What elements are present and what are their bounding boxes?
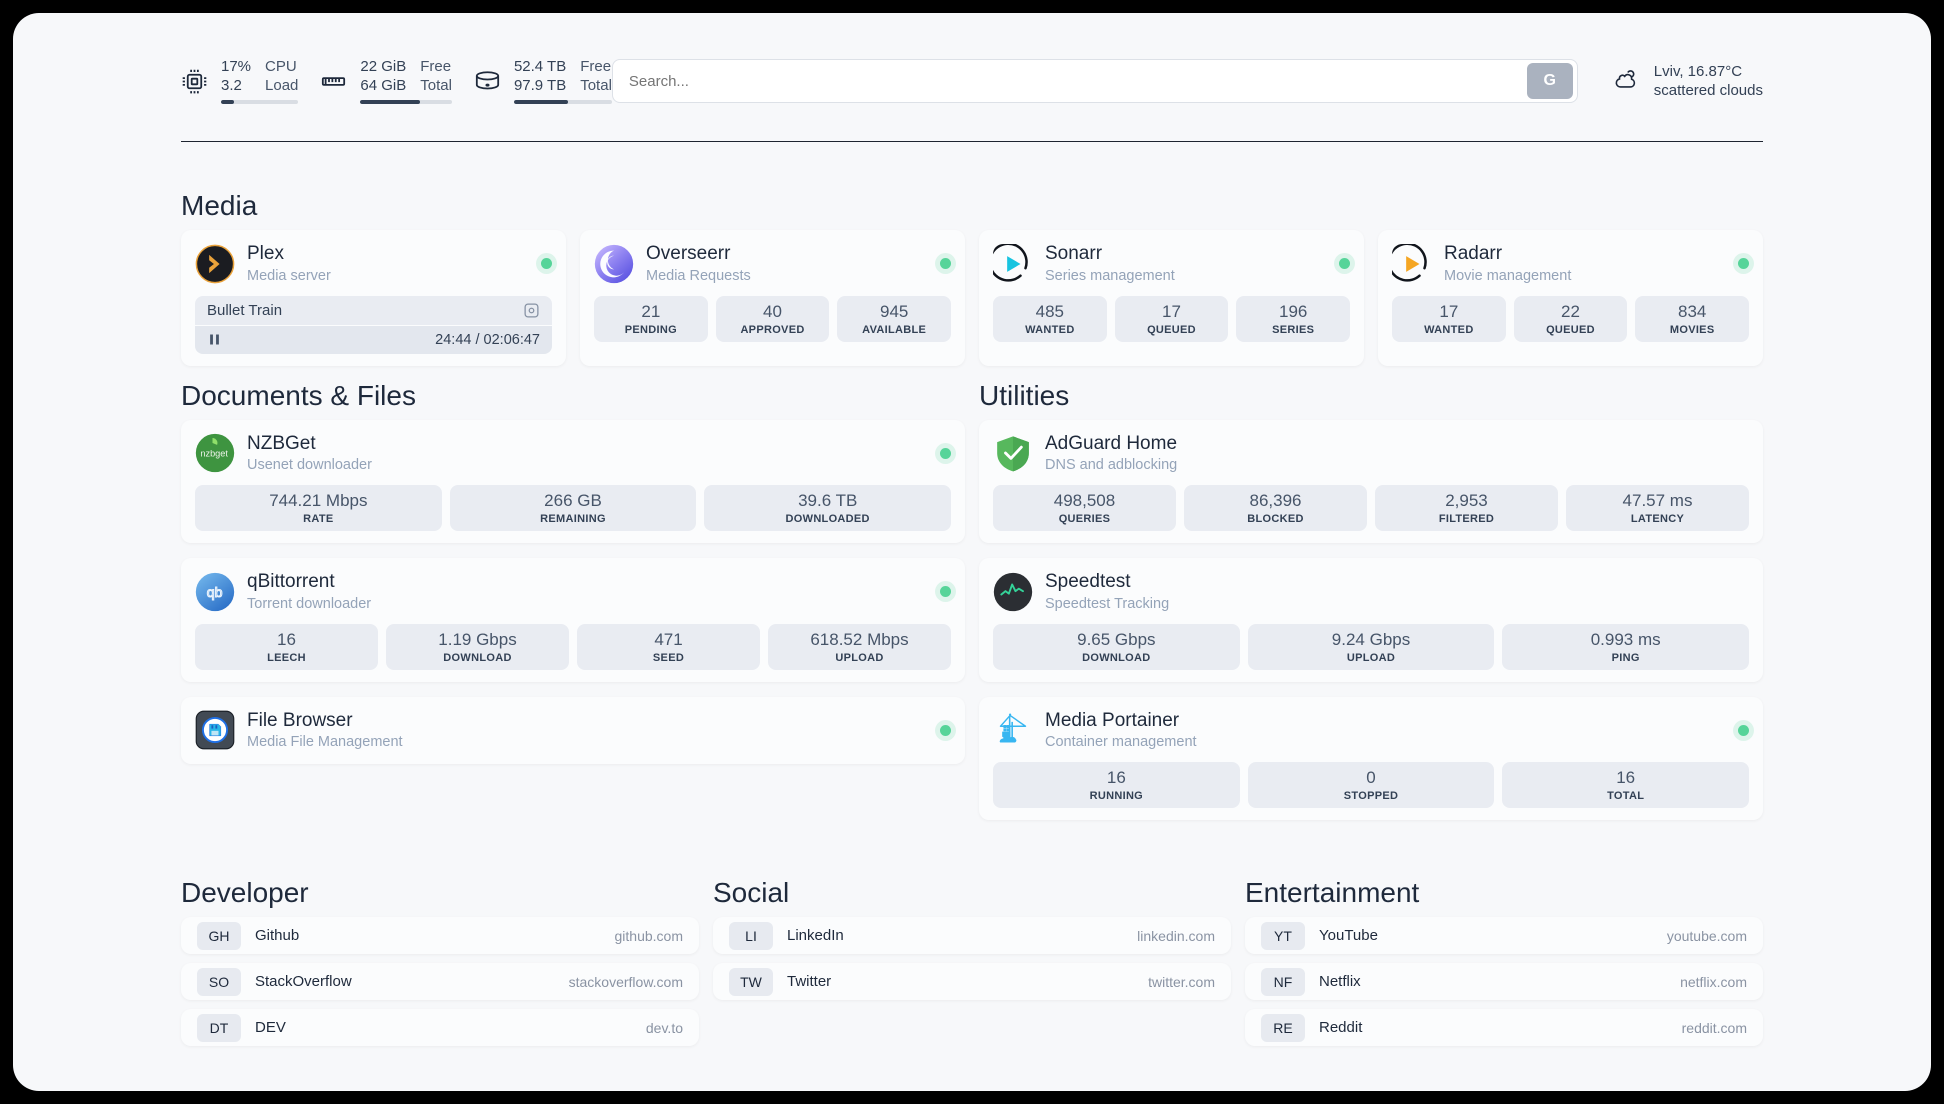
svg-text:nzbget: nzbget [200, 449, 228, 459]
svg-text:qb: qb [207, 585, 223, 601]
